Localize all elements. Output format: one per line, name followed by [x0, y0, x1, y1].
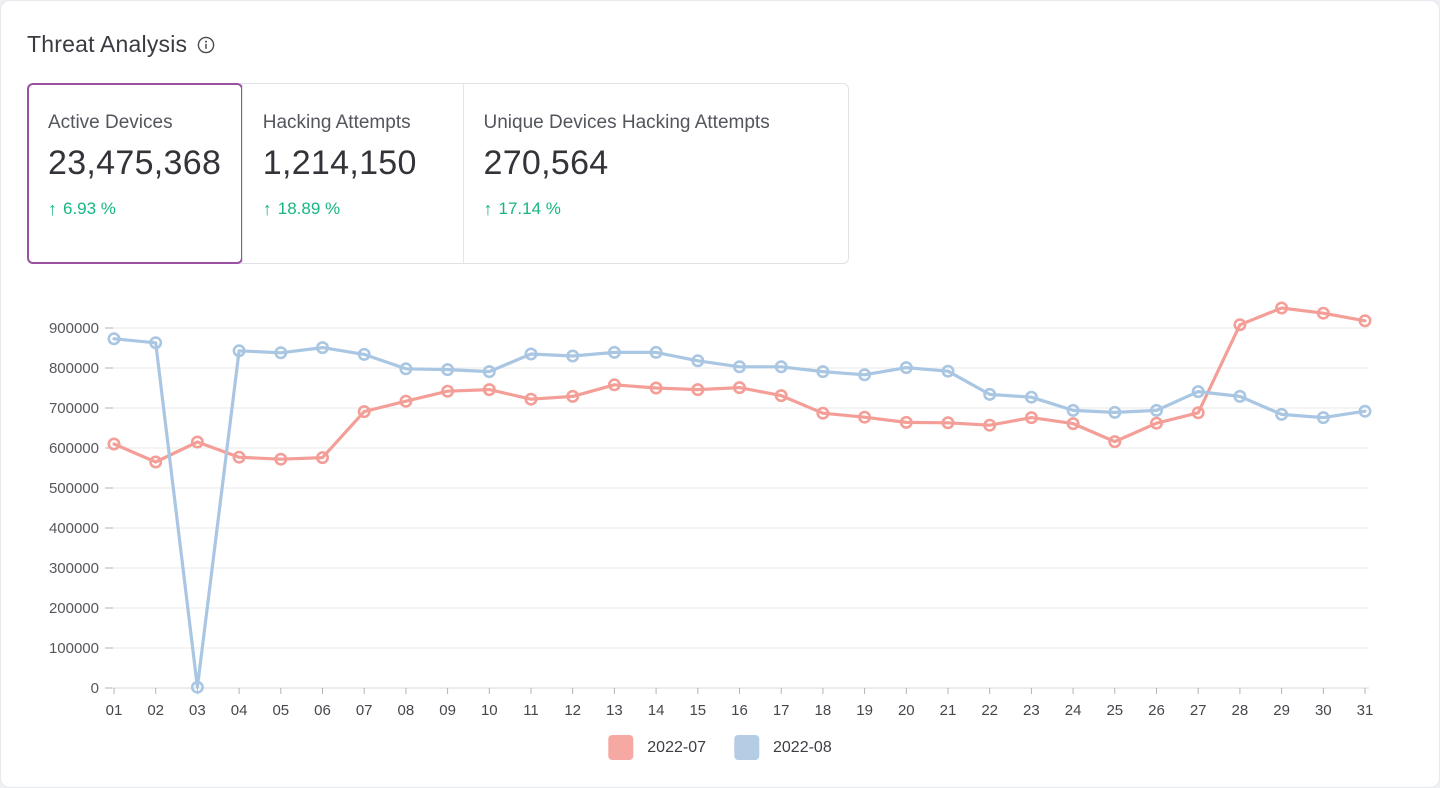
- page-title: Threat Analysis: [27, 31, 188, 57]
- svg-text:31: 31: [1357, 702, 1374, 719]
- svg-text:02: 02: [147, 702, 164, 719]
- svg-text:12: 12: [564, 702, 581, 719]
- svg-text:10: 10: [481, 702, 498, 719]
- svg-text:13: 13: [606, 702, 623, 719]
- svg-text:15: 15: [689, 702, 706, 719]
- svg-text:20: 20: [898, 702, 915, 719]
- stat-value: 23,475,368: [48, 144, 222, 182]
- svg-text:16: 16: [731, 702, 748, 719]
- svg-text:23: 23: [1023, 702, 1040, 719]
- legend-label: 2022-07: [647, 738, 706, 756]
- stat-card-unique-devices-hacking-attempts[interactable]: Unique Devices Hacking Attempts 270,564 …: [462, 84, 849, 263]
- svg-text:30: 30: [1315, 702, 1332, 719]
- svg-text:25: 25: [1106, 702, 1123, 719]
- svg-text:700000: 700000: [49, 400, 99, 417]
- stat-card-hacking-attempts[interactable]: Hacking Attempts 1,214,150 ↑ 18.89 %: [241, 84, 463, 263]
- stat-delta-value: 18.89 %: [277, 199, 341, 218]
- legend-label: 2022-08: [773, 738, 832, 756]
- stat-delta: ↑ 6.93 %: [48, 199, 222, 219]
- svg-text:07: 07: [356, 702, 373, 719]
- svg-text:300000: 300000: [49, 560, 99, 577]
- up-arrow-icon: ↑: [48, 199, 57, 219]
- legend-swatch-2022-07: [608, 735, 634, 760]
- svg-text:01: 01: [106, 702, 123, 719]
- svg-text:17: 17: [773, 702, 790, 719]
- svg-text:400000: 400000: [49, 520, 99, 537]
- stats-group: Active Devices 23,475,368 ↑ 6.93 % Hacki…: [27, 83, 849, 264]
- svg-text:18: 18: [815, 702, 832, 719]
- legend-item-2022-07[interactable]: 2022-07: [608, 735, 706, 760]
- svg-text:08: 08: [398, 702, 415, 719]
- svg-text:21: 21: [940, 702, 957, 719]
- svg-text:200000: 200000: [49, 600, 99, 617]
- chart-area: 0 100000 200000 300000 400000 500000 600000 700…: [1, 281, 1440, 731]
- stat-delta-value: 17.14 %: [498, 199, 561, 218]
- svg-text:800000: 800000: [49, 360, 99, 377]
- stat-card-active-devices[interactable]: Active Devices 23,475,368 ↑ 6.93 %: [27, 83, 243, 264]
- svg-text:09: 09: [439, 702, 456, 719]
- svg-text:900000: 900000: [49, 320, 99, 337]
- svg-text:29: 29: [1273, 702, 1290, 719]
- svg-text:500000: 500000: [49, 480, 99, 497]
- svg-text:11: 11: [523, 702, 539, 719]
- threat-chart[interactable]: 0 100000 200000 300000 400000 500000 600000 700…: [1, 281, 1440, 731]
- svg-text:03: 03: [189, 702, 206, 719]
- up-arrow-icon: ↑: [483, 199, 493, 219]
- svg-text:19: 19: [856, 702, 873, 719]
- stat-delta: ↑ 17.14 %: [484, 199, 829, 219]
- svg-text:14: 14: [648, 702, 665, 719]
- header: Threat Analysis: [27, 31, 215, 58]
- chart-axis-labels: 0 100000 200000 300000 400000 500000 600000 700…: [49, 320, 1373, 719]
- stat-delta: ↑ 18.89 %: [263, 199, 443, 219]
- svg-text:22: 22: [981, 702, 998, 719]
- stat-label: Active Devices: [48, 112, 173, 133]
- up-arrow-icon: ↑: [262, 199, 272, 219]
- svg-text:06: 06: [314, 702, 331, 719]
- svg-text:0: 0: [91, 680, 99, 697]
- svg-text:26: 26: [1148, 702, 1165, 719]
- chart-legend: 2022-07 2022-08: [608, 735, 832, 760]
- legend-item-2022-08[interactable]: 2022-08: [734, 735, 832, 760]
- stat-delta-value: 6.93 %: [63, 199, 116, 218]
- stat-value: 270,564: [483, 144, 609, 182]
- svg-text:100000: 100000: [49, 640, 99, 657]
- stat-label: Unique Devices Hacking Attempts: [483, 112, 770, 133]
- svg-text:05: 05: [272, 702, 289, 719]
- svg-text:600000: 600000: [49, 440, 99, 457]
- chart-axes: [105, 327, 1369, 694]
- info-icon[interactable]: [197, 36, 215, 54]
- legend-swatch-2022-08: [734, 735, 759, 760]
- svg-text:27: 27: [1190, 702, 1207, 719]
- stat-label: Hacking Attempts: [262, 112, 411, 133]
- chart-series: [107, 301, 1372, 694]
- svg-text:24: 24: [1065, 702, 1082, 719]
- svg-text:28: 28: [1232, 702, 1249, 719]
- chart-gridlines: [112, 327, 1369, 649]
- svg-text:04: 04: [231, 702, 248, 719]
- stat-value: 1,214,150: [262, 144, 417, 182]
